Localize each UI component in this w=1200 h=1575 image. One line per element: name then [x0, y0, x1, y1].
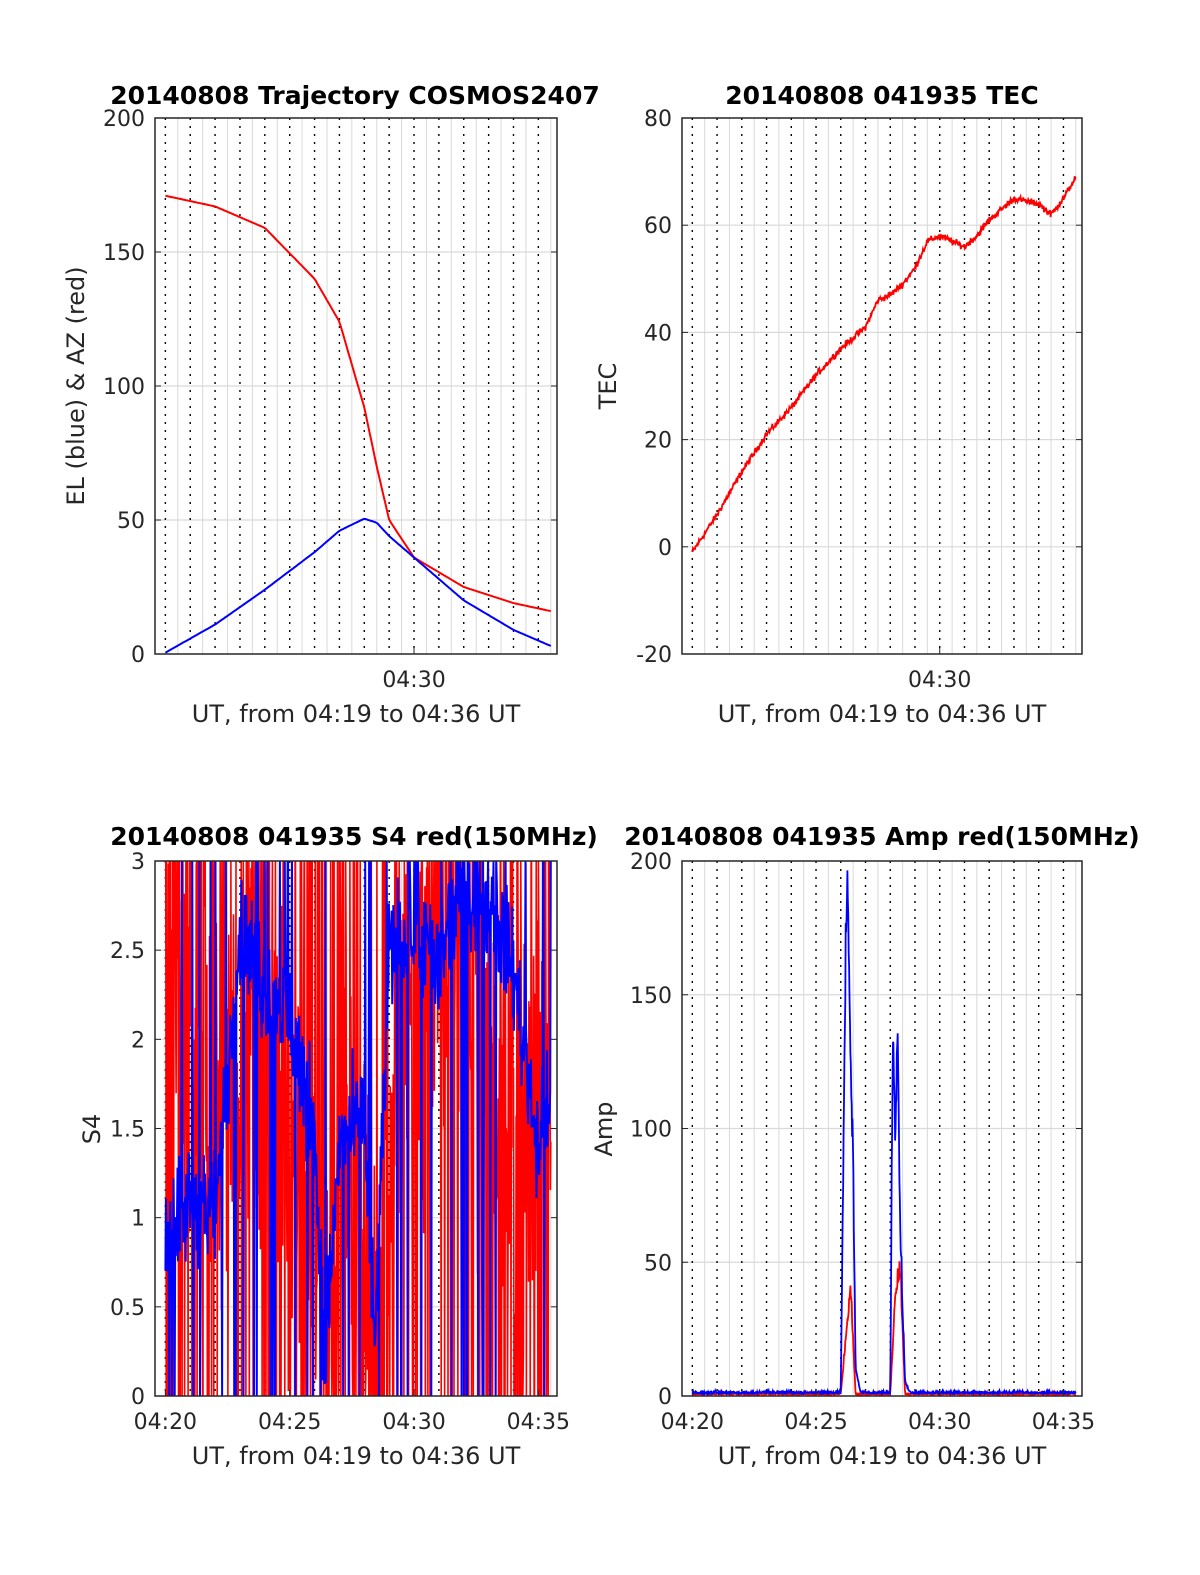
- x-tick-label: 04:30: [382, 1410, 445, 1435]
- y-tick-label: 80: [644, 107, 672, 132]
- x-tick-label: 04:30: [908, 668, 971, 693]
- y-tick-label: -20: [636, 643, 672, 668]
- tec-series-line: [691, 176, 1077, 553]
- y-tick-label: 0: [131, 643, 145, 668]
- s4-xlabel: UT, from 04:19 to 04:36 UT: [192, 1442, 521, 1470]
- x-tick-label: 04:20: [661, 1410, 724, 1435]
- y-tick-label: 200: [630, 850, 672, 875]
- amp-red-series-line: [691, 1261, 1077, 1396]
- s4-ticks: 0 0.5 1 1.5 2 2.5 3 04:20 04:25 04:30 04:35: [110, 850, 570, 1435]
- y-tick-label: 60: [644, 214, 672, 239]
- amp-xlabel: UT, from 04:19 to 04:36 UT: [718, 1442, 1047, 1470]
- trajectory-plot-area: [164, 194, 552, 654]
- y-tick-label: 2: [131, 1028, 145, 1053]
- y-tick-label: 3: [131, 850, 145, 875]
- trajectory-ticks: 0 50 100 150 200 04:30: [103, 107, 557, 693]
- s4-panel: 20140808 041935 S4 red(150MHz) 0 0.5 1 1.5 2…: [78, 822, 598, 1470]
- el-series-line: [164, 517, 552, 654]
- trajectory-axes-frame: [154, 117, 558, 655]
- y-tick-label: 20: [644, 429, 672, 454]
- tec-xlabel: UT, from 04:19 to 04:36 UT: [718, 700, 1047, 728]
- x-tick-label: 04:25: [784, 1410, 847, 1435]
- x-tick-label: 04:30: [908, 1410, 971, 1435]
- tec-ylabel: TEC: [594, 363, 622, 411]
- y-tick-label: 1.5: [110, 1118, 145, 1143]
- y-tick-label: 100: [103, 375, 145, 400]
- y-tick-label: 0: [131, 1385, 145, 1410]
- trajectory-ylabel: EL (blue) & AZ (red): [62, 266, 90, 505]
- tec-plot-area: [691, 176, 1077, 553]
- amp-blue-series-line: [691, 870, 1077, 1396]
- y-tick-label: 200: [103, 107, 145, 132]
- s4-ylabel: S4: [78, 1114, 106, 1145]
- trajectory-xlabel: UT, from 04:19 to 04:36 UT: [192, 700, 521, 728]
- amp-ylabel: Amp: [590, 1101, 618, 1156]
- trajectory-title: 20140808 Trajectory COSMOS2407: [110, 81, 600, 110]
- s4-title: 20140808 041935 S4 red(150MHz): [110, 822, 598, 851]
- x-tick-label: 04:35: [1032, 1410, 1095, 1435]
- tec-ticks: -20 0 20 40 60 80 04:30: [636, 107, 1082, 693]
- y-tick-label: 150: [630, 984, 672, 1009]
- y-tick-label: 150: [103, 241, 145, 266]
- y-tick-label: 0.5: [110, 1296, 145, 1321]
- y-tick-label: 40: [644, 321, 672, 346]
- x-tick-label: 04:20: [134, 1410, 197, 1435]
- s4-axes-frame: [154, 860, 558, 1397]
- amp-title: 20140808 041935 Amp red(150MHz): [624, 822, 1140, 851]
- x-tick-label: 04:30: [382, 668, 445, 693]
- y-tick-label: 1: [131, 1207, 145, 1232]
- y-tick-label: 50: [644, 1251, 672, 1276]
- y-tick-label: 100: [630, 1118, 672, 1143]
- amp-axes-frame: [681, 860, 1083, 1397]
- tec-axes-frame: [681, 117, 1083, 655]
- x-tick-label: 04:25: [258, 1410, 321, 1435]
- az-series-line: [165, 194, 552, 613]
- s4-plot-area: [164, 861, 552, 1396]
- amp-ticks: 0 50 100 150 200 04:20 04:25 04:30 04:35: [630, 850, 1095, 1435]
- x-tick-label: 04:35: [507, 1410, 570, 1435]
- amp-grid: [682, 861, 1082, 1396]
- tec-grid: [682, 118, 1082, 654]
- y-tick-label: 2.5: [110, 939, 145, 964]
- y-tick-label: 0: [658, 1385, 672, 1410]
- s4-blue-series-line: [164, 861, 552, 1396]
- y-tick-label: 0: [658, 536, 672, 561]
- tec-panel: 20140808 041935 TEC -20 0 20 40 60 80 04:30 UT…: [594, 81, 1083, 728]
- tec-title: 20140808 041935 TEC: [725, 81, 1038, 110]
- trajectory-panel: 20140808 Trajectory COSMOS2407 0 50 100 150…: [62, 81, 600, 728]
- trajectory-grid: [155, 118, 557, 654]
- amp-plot-area: [691, 870, 1077, 1396]
- amp-panel: 20140808 041935 Amp red(150MHz) 0 50 100 15…: [590, 822, 1140, 1470]
- y-tick-label: 50: [117, 509, 145, 534]
